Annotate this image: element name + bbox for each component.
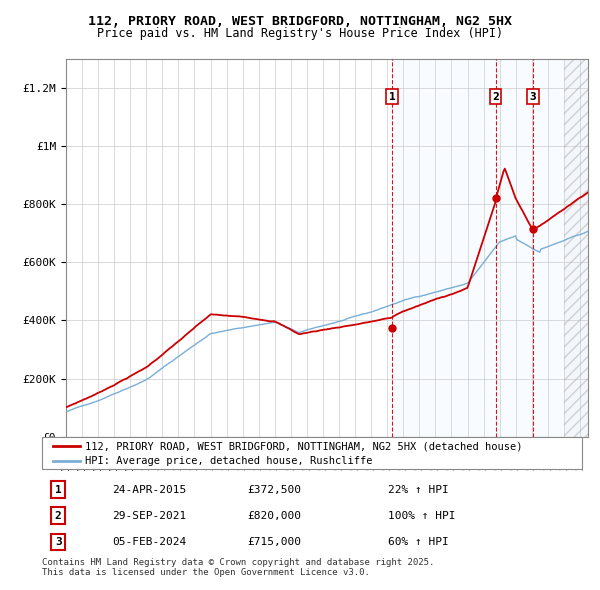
Text: 2: 2: [492, 92, 499, 101]
Text: 24-APR-2015: 24-APR-2015: [112, 484, 187, 494]
Bar: [392, 59, 588, 437]
Text: £715,000: £715,000: [247, 537, 301, 547]
Text: 3: 3: [530, 92, 536, 101]
Text: Contains HM Land Registry data © Crown copyright and database right 2025.
This d: Contains HM Land Registry data © Crown c…: [42, 558, 434, 577]
Text: £372,500: £372,500: [247, 484, 301, 494]
Text: 60% ↑ HPI: 60% ↑ HPI: [388, 537, 448, 547]
Text: 1: 1: [55, 484, 62, 494]
Text: 2: 2: [55, 511, 62, 521]
Text: 29-SEP-2021: 29-SEP-2021: [112, 511, 187, 521]
Text: 22% ↑ HPI: 22% ↑ HPI: [388, 484, 448, 494]
Text: 100% ↑ HPI: 100% ↑ HPI: [388, 511, 455, 521]
Text: 3: 3: [55, 537, 62, 547]
Text: £820,000: £820,000: [247, 511, 301, 521]
Text: HPI: Average price, detached house, Rushcliffe: HPI: Average price, detached house, Rush…: [85, 456, 373, 466]
Text: 112, PRIORY ROAD, WEST BRIDGFORD, NOTTINGHAM, NG2 5HX (detached house): 112, PRIORY ROAD, WEST BRIDGFORD, NOTTIN…: [85, 441, 523, 451]
FancyBboxPatch shape: [42, 437, 582, 469]
Text: 112, PRIORY ROAD, WEST BRIDGFORD, NOTTINGHAM, NG2 5HX: 112, PRIORY ROAD, WEST BRIDGFORD, NOTTIN…: [88, 15, 512, 28]
Text: 05-FEB-2024: 05-FEB-2024: [112, 537, 187, 547]
Text: 1: 1: [389, 92, 395, 101]
Bar: [564, 59, 588, 437]
Text: Price paid vs. HM Land Registry's House Price Index (HPI): Price paid vs. HM Land Registry's House …: [97, 27, 503, 40]
Bar: [564, 59, 588, 437]
